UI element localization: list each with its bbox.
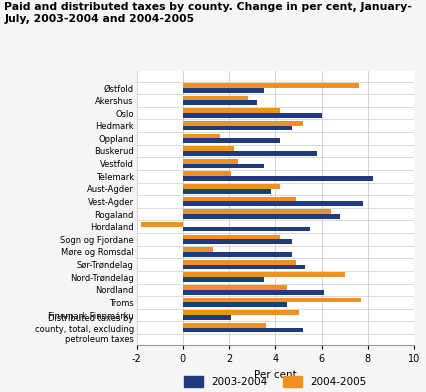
Bar xyxy=(182,163,263,169)
Bar xyxy=(182,298,360,303)
Bar xyxy=(182,138,279,143)
Bar xyxy=(182,247,213,252)
Bar xyxy=(182,328,302,332)
Bar xyxy=(182,159,238,163)
Bar xyxy=(182,197,296,201)
Bar xyxy=(182,108,279,113)
Bar xyxy=(182,277,263,282)
Bar xyxy=(182,134,219,138)
Bar xyxy=(182,88,263,93)
Bar xyxy=(182,100,256,105)
Bar xyxy=(182,126,291,131)
Bar xyxy=(141,222,182,227)
Bar xyxy=(182,171,231,176)
Bar xyxy=(182,201,363,206)
Bar xyxy=(182,323,265,328)
Bar xyxy=(182,214,340,219)
Bar xyxy=(182,240,291,244)
Bar xyxy=(182,285,286,290)
Bar xyxy=(182,260,296,265)
Bar xyxy=(182,252,291,257)
Bar xyxy=(182,146,233,151)
Bar xyxy=(182,209,330,214)
Bar xyxy=(182,310,298,315)
Bar xyxy=(182,272,344,277)
Text: Paid and distributed taxes by county. Change in per cent, January-
July, 2003-20: Paid and distributed taxes by county. Ch… xyxy=(4,2,411,24)
Bar xyxy=(182,151,316,156)
Bar xyxy=(182,189,270,194)
Bar xyxy=(182,96,247,100)
Bar xyxy=(182,290,323,295)
Bar xyxy=(182,184,279,189)
Bar xyxy=(182,121,302,126)
Bar xyxy=(182,303,286,307)
Bar xyxy=(182,83,358,88)
Bar xyxy=(182,176,371,181)
Bar xyxy=(182,315,231,320)
X-axis label: Per cent: Per cent xyxy=(253,370,296,379)
Bar xyxy=(182,265,305,269)
Bar xyxy=(182,113,321,118)
Legend: 2003-2004, 2004-2005: 2003-2004, 2004-2005 xyxy=(180,372,370,391)
Bar xyxy=(182,227,309,232)
Bar xyxy=(182,234,279,240)
